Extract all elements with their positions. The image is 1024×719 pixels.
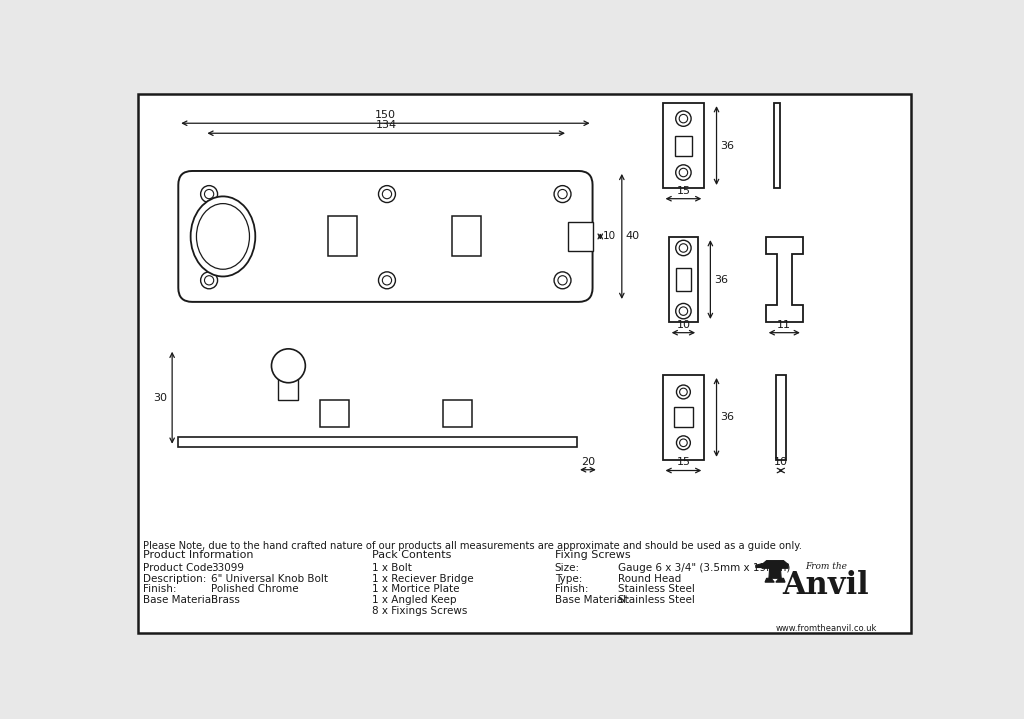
Circle shape [679, 307, 688, 316]
Bar [279, 378, 298, 400]
Circle shape [382, 190, 391, 198]
Text: 1 x Mortice Plate: 1 x Mortice Plate [372, 585, 459, 595]
Text: Product Information: Product Information [143, 550, 253, 560]
Text: Anvil: Anvil [782, 570, 869, 601]
Text: Description:: Description: [143, 574, 206, 584]
Text: Please Note, due to the hand crafted nature of our products all measurements are: Please Note, due to the hand crafted nat… [143, 541, 802, 551]
Text: 20: 20 [581, 457, 595, 467]
Text: 10: 10 [602, 232, 615, 242]
Circle shape [680, 439, 687, 446]
Text: 6" Universal Knob Bolt: 6" Universal Knob Bolt [211, 574, 329, 584]
Bar [452, 216, 481, 257]
Text: Pack Contents: Pack Contents [372, 550, 451, 560]
Circle shape [558, 190, 567, 198]
Text: Gauge 6 x 3/4" (3.5mm x 19mm): Gauge 6 x 3/4" (3.5mm x 19mm) [617, 563, 791, 573]
Circle shape [271, 349, 305, 383]
FancyBboxPatch shape [178, 171, 593, 302]
Polygon shape [762, 561, 788, 568]
Text: Product Code:: Product Code: [143, 563, 216, 573]
Text: Base Material:: Base Material: [143, 595, 218, 605]
Text: Polished Chrome: Polished Chrome [211, 585, 299, 595]
Text: Stainless Steel: Stainless Steel [617, 585, 695, 595]
Text: 33099: 33099 [211, 563, 245, 573]
Bar [178, 436, 578, 446]
Text: 10: 10 [774, 457, 787, 467]
Circle shape [676, 240, 691, 256]
Text: Brass: Brass [211, 595, 241, 605]
Text: 30: 30 [154, 393, 168, 403]
Circle shape [554, 272, 571, 289]
Text: Stainless Steel: Stainless Steel [617, 595, 695, 605]
Bar [568, 221, 593, 251]
Text: 15: 15 [677, 186, 690, 196]
Text: Fixing Screws: Fixing Screws [555, 550, 631, 560]
Circle shape [676, 165, 691, 180]
Polygon shape [776, 578, 785, 582]
Circle shape [677, 385, 690, 399]
Circle shape [676, 303, 691, 319]
Circle shape [680, 388, 687, 395]
Bar [328, 216, 357, 257]
Bar [776, 375, 785, 459]
Text: 15: 15 [677, 457, 690, 467]
Circle shape [205, 190, 214, 198]
Text: 40: 40 [626, 232, 640, 242]
Circle shape [679, 168, 688, 177]
Polygon shape [769, 568, 781, 578]
Text: 134: 134 [376, 120, 396, 130]
Bar [674, 408, 692, 427]
Circle shape [379, 272, 395, 289]
Bar [675, 136, 692, 155]
Text: www.fromtheanvil.co.uk: www.fromtheanvil.co.uk [775, 624, 877, 633]
Circle shape [679, 114, 688, 123]
Text: Size:: Size: [555, 563, 580, 573]
Circle shape [201, 272, 217, 289]
Circle shape [677, 436, 690, 449]
Bar [319, 400, 349, 427]
Ellipse shape [197, 203, 250, 269]
Text: 1 x Reciever Bridge: 1 x Reciever Bridge [372, 574, 473, 584]
Text: Finish:: Finish: [555, 585, 589, 595]
Circle shape [382, 275, 391, 285]
Text: 36: 36 [720, 141, 734, 150]
Text: From the: From the [805, 562, 847, 571]
Bar [676, 268, 691, 291]
Text: Round Head: Round Head [617, 574, 681, 584]
Ellipse shape [190, 196, 255, 277]
Bar [663, 104, 705, 188]
Circle shape [679, 244, 688, 252]
Text: Base Material:: Base Material: [555, 595, 630, 605]
Text: 11: 11 [777, 320, 792, 329]
Bar [669, 237, 698, 322]
Circle shape [379, 186, 395, 203]
Polygon shape [765, 578, 774, 582]
Text: 1 x Angled Keep: 1 x Angled Keep [372, 595, 456, 605]
Bar [773, 104, 780, 188]
Circle shape [201, 186, 217, 203]
Polygon shape [766, 237, 803, 322]
Circle shape [554, 186, 571, 203]
Circle shape [676, 111, 691, 127]
Circle shape [558, 275, 567, 285]
Bar [663, 375, 705, 459]
Polygon shape [756, 564, 762, 567]
Circle shape [205, 275, 214, 285]
Text: 10: 10 [677, 320, 690, 329]
Text: 36: 36 [714, 275, 728, 285]
Text: 8 x Fixings Screws: 8 x Fixings Screws [372, 606, 467, 616]
Bar [443, 400, 472, 427]
Text: 1 x Bolt: 1 x Bolt [372, 563, 412, 573]
Text: Finish:: Finish: [143, 585, 176, 595]
Text: 150: 150 [375, 110, 396, 120]
Text: Type:: Type: [555, 574, 583, 584]
Text: 36: 36 [720, 413, 734, 422]
